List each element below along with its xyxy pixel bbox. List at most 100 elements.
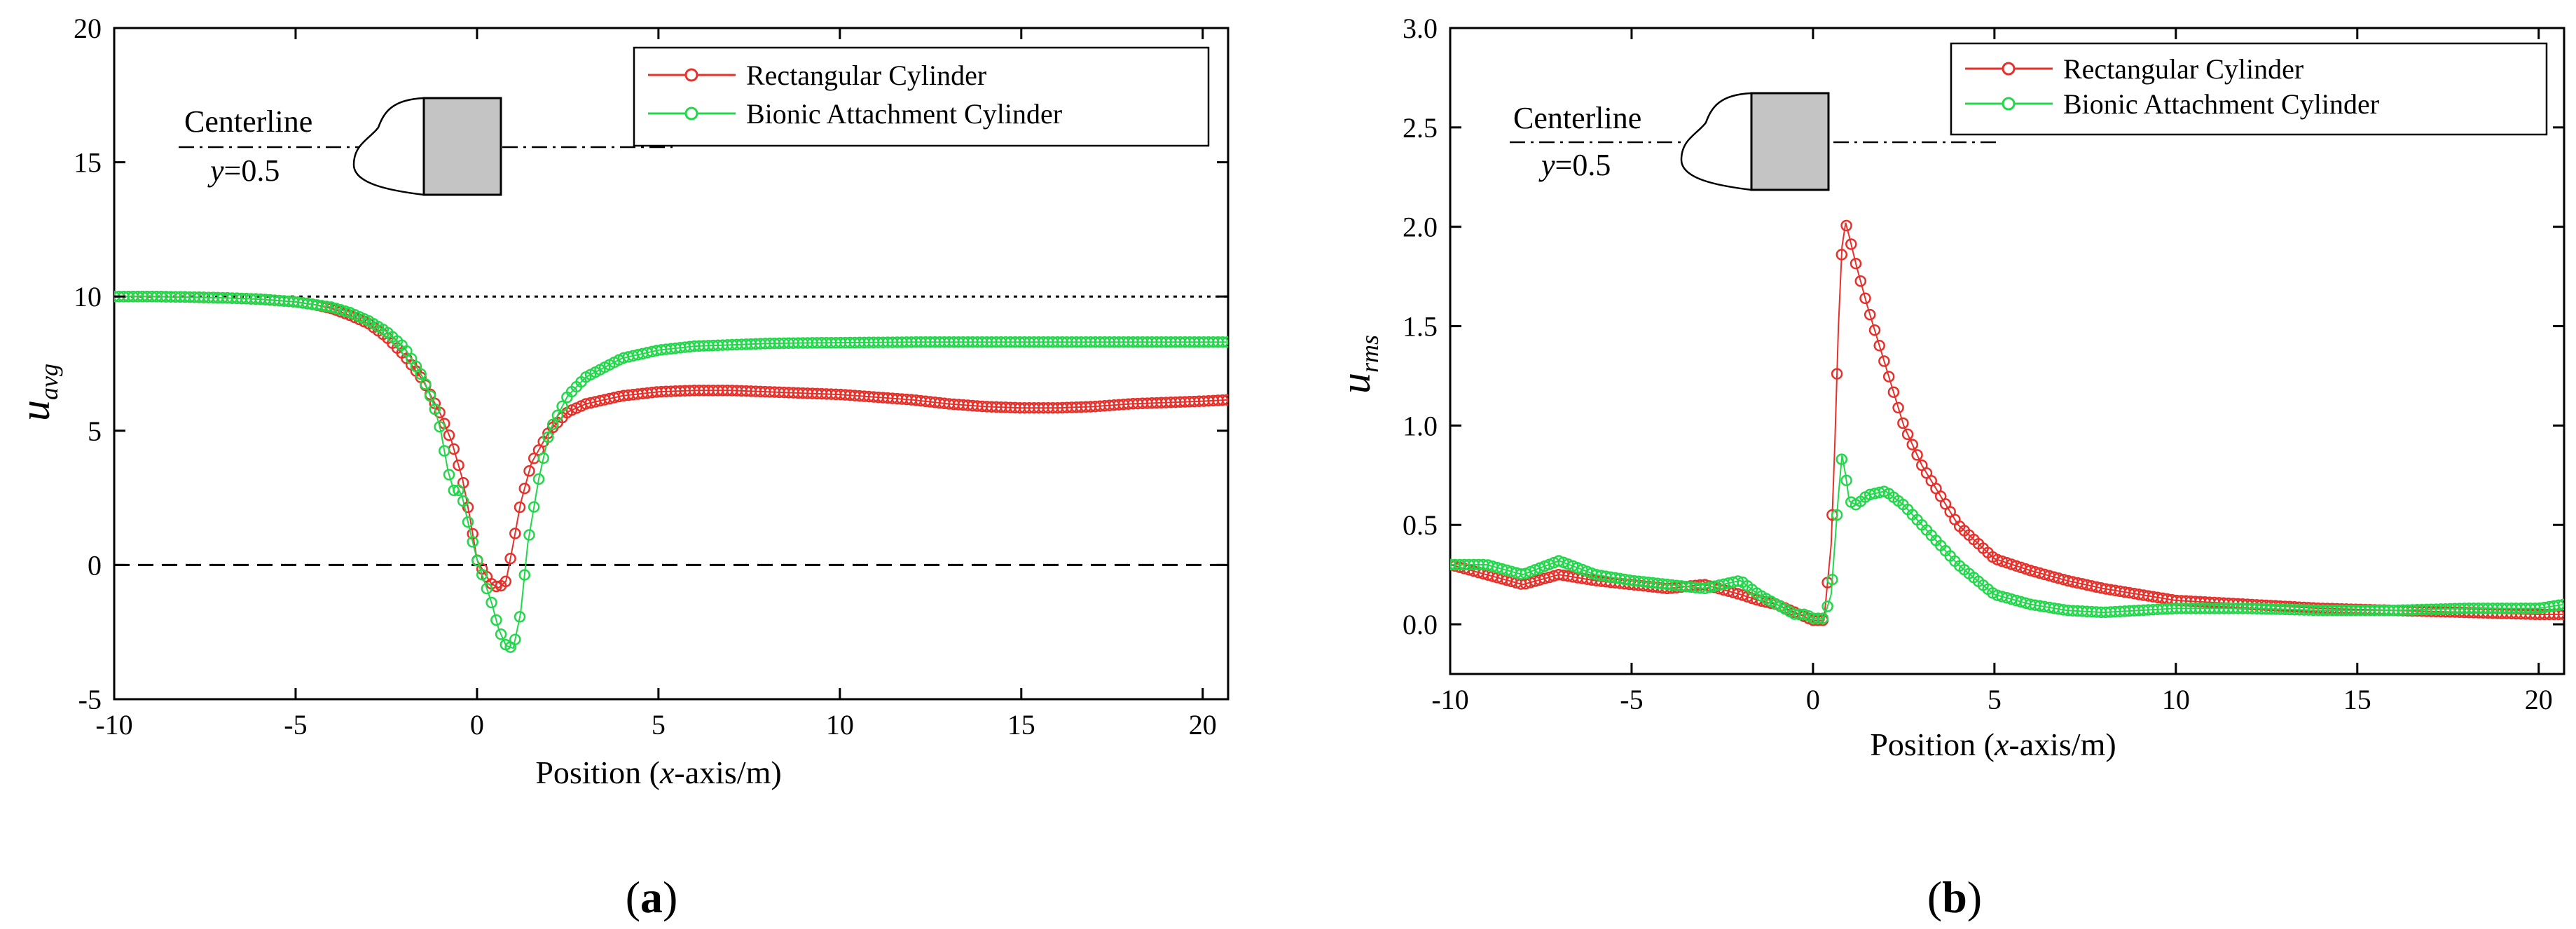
y-axis-label: uavg xyxy=(12,364,63,421)
legend-box xyxy=(633,46,1210,147)
legend: Rectangular Cylinder Bionic Attachment C… xyxy=(1950,42,2548,136)
y-tick-label: 1.0 xyxy=(1403,410,1438,441)
series-point xyxy=(1854,275,1867,287)
y-tick-label: 3.0 xyxy=(1403,13,1438,44)
series-point xyxy=(2557,598,2564,611)
x-tick-label: 20 xyxy=(2525,684,2553,715)
x-tick-label: -10 xyxy=(95,709,132,741)
x-tick-label: 5 xyxy=(1988,684,2002,715)
series-point xyxy=(453,459,464,472)
legend-marker-rectangular xyxy=(2002,62,2016,76)
series-point xyxy=(546,418,559,431)
series-point xyxy=(1732,575,1744,587)
series-point xyxy=(518,482,531,495)
series-point xyxy=(1831,368,1843,380)
x-tick-label: 15 xyxy=(2343,684,2371,715)
svg-text:urms: urms xyxy=(1332,335,1384,394)
series-point xyxy=(2552,599,2564,612)
centerline-label: Centerline xyxy=(1513,101,1641,135)
series-point xyxy=(1859,292,1871,305)
plot-frame xyxy=(113,27,1230,701)
y-tick-label: 0.5 xyxy=(1403,509,1438,541)
x-axis-label: Position (x-axis/m) xyxy=(535,755,781,790)
series-point xyxy=(1831,509,1843,521)
bionic-attachment-shape xyxy=(352,97,425,196)
y-axis-label: urms xyxy=(1332,335,1384,394)
series-point xyxy=(1835,453,1848,465)
series-line-0 xyxy=(114,296,1228,589)
series-point xyxy=(429,403,441,415)
y-tick-label: 15 xyxy=(74,147,102,179)
x-tick-label: 10 xyxy=(2162,684,2190,715)
centerline-annotation: Centerline y=0.5 xyxy=(1510,92,2000,191)
x-tick-label: 10 xyxy=(826,709,854,741)
legend: Rectangular Cylinder Bionic Attachment C… xyxy=(633,46,1210,147)
series-point xyxy=(1873,340,1885,352)
series-point xyxy=(1826,573,1838,586)
series-point xyxy=(509,633,521,645)
series-point xyxy=(556,400,568,413)
series-point xyxy=(1850,257,1862,270)
legend-label-rectangular: Rectangular Cylinder xyxy=(746,60,986,91)
series-point xyxy=(1216,394,1228,406)
series-point xyxy=(1892,401,1904,414)
x-tick-label: 15 xyxy=(1007,709,1035,741)
series-point xyxy=(448,484,460,497)
y-tick-label: 10 xyxy=(74,281,102,312)
legend-box xyxy=(1950,42,2548,136)
series-point xyxy=(1821,600,1833,612)
series-point xyxy=(1221,394,1228,406)
y-position-label: y=0.5 xyxy=(207,153,280,188)
series-point xyxy=(504,552,516,565)
series-point xyxy=(514,611,526,623)
legend-label-bionic: Bionic Attachment Cylinder xyxy=(2063,88,2379,120)
series-point xyxy=(467,536,478,548)
x-tick-label: -5 xyxy=(284,709,307,741)
x-axis-label: Position (x-axis/m) xyxy=(1870,727,2116,762)
legend-label-rectangular: Rectangular Cylinder xyxy=(2063,53,2303,85)
series-point xyxy=(537,452,549,464)
x-tick-label: -10 xyxy=(1431,684,1468,715)
panel-label-a: (a) xyxy=(626,872,678,922)
series-point xyxy=(495,628,507,640)
series-point xyxy=(424,390,436,402)
series-point xyxy=(443,429,455,441)
series-point xyxy=(1864,308,1876,321)
svg-text:uavg: uavg xyxy=(12,364,63,421)
series-point xyxy=(1887,386,1900,398)
x-tick-label: 5 xyxy=(652,709,666,741)
series-point xyxy=(443,469,455,481)
series-point xyxy=(509,528,521,539)
series-point xyxy=(490,614,502,626)
series-point xyxy=(1897,417,1909,429)
y-tick-label: 0 xyxy=(88,549,102,581)
y-tick-label: 20 xyxy=(74,13,102,44)
x-tick-label: -5 xyxy=(1620,684,1643,715)
series-point xyxy=(1882,371,1895,383)
y-tick-label: 2.5 xyxy=(1403,112,1438,144)
legend-marker-bionic xyxy=(2002,97,2016,111)
chart-panel-b: -10 -5 0 5 10 15 20 0.0 0.5 1.0 1.5 2.0 2.5 3.0 Posit… xyxy=(1332,13,2565,922)
x-tick-label: 0 xyxy=(470,709,484,741)
centerline-label: Centerline xyxy=(184,104,312,139)
series-point xyxy=(551,409,564,422)
series-point xyxy=(1906,439,1919,450)
y-tick-label: 5 xyxy=(88,415,102,447)
series-point xyxy=(500,575,512,588)
series-point xyxy=(453,484,464,497)
y-tick-label: 1.5 xyxy=(1403,311,1438,343)
series-point xyxy=(1840,219,1852,232)
series-point xyxy=(1812,612,1824,624)
x-tick-label: 0 xyxy=(1806,684,1820,715)
series-point xyxy=(514,501,526,514)
series-group xyxy=(1450,219,2564,626)
series-point xyxy=(518,569,531,581)
series-point xyxy=(434,420,446,433)
centerline-annotation: Centerline y=0.5 xyxy=(179,97,673,196)
series-point xyxy=(481,582,493,595)
panel-label-b: (b) xyxy=(1927,872,1982,922)
series-point xyxy=(1911,449,1923,461)
series-point xyxy=(462,516,474,528)
axis-ticks: -10 -5 0 5 10 15 20 0.0 0.5 1.0 1.5 2.0 2.5 3.0 xyxy=(1403,13,2564,715)
